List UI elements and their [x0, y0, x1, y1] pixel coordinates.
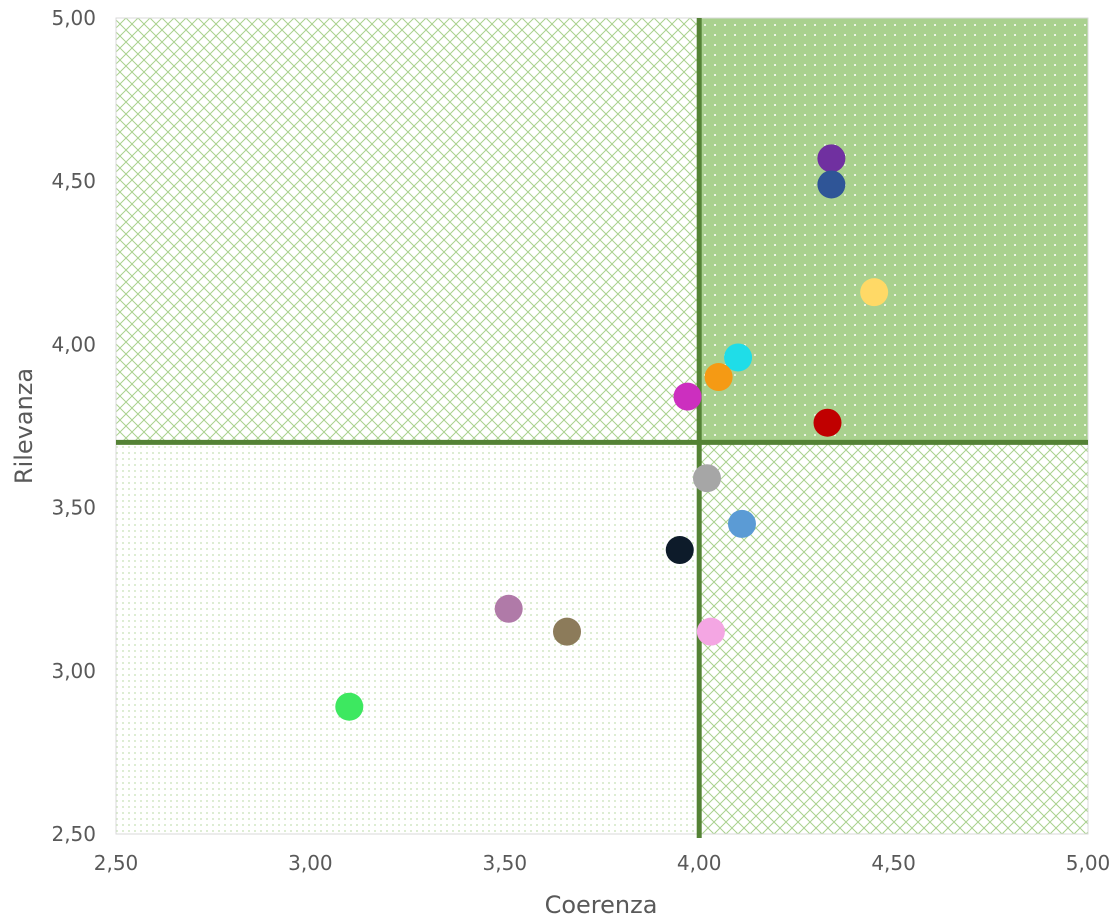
- data-point: [724, 343, 753, 372]
- y-tick-label: 5,00: [51, 6, 96, 30]
- data-points: [335, 144, 889, 721]
- x-tick-label: 5,00: [1066, 851, 1111, 875]
- data-point: [817, 170, 846, 199]
- x-axis-ticks: 2,50 3,00 3,50 4,00 4,50 5,00: [94, 851, 1111, 875]
- data-point: [696, 617, 725, 646]
- x-tick-label: 3,50: [483, 851, 528, 875]
- plot-border: [115, 17, 1089, 835]
- x-tick-label: 4,00: [677, 851, 722, 875]
- data-point: [335, 692, 364, 721]
- y-tick-label: 4,50: [51, 169, 96, 193]
- quadrant-top-right-dots: [699, 18, 1088, 443]
- y-tick-label: 2,50: [51, 822, 96, 846]
- y-tick-label: 4,00: [51, 332, 96, 356]
- plot-area: [115, 17, 1089, 835]
- data-point: [860, 278, 889, 307]
- y-tick-label: 3,50: [51, 496, 96, 520]
- x-tick-label: 4,50: [871, 851, 916, 875]
- x-tick-label: 2,50: [94, 851, 139, 875]
- data-point: [673, 382, 702, 411]
- quadrant-bottom-left: [116, 442, 700, 834]
- data-point: [553, 617, 582, 646]
- data-point: [665, 536, 694, 565]
- x-tick-label: 3,00: [288, 851, 333, 875]
- data-point: [727, 509, 756, 538]
- data-point: [817, 144, 846, 173]
- y-tick-label: 3,00: [51, 659, 96, 683]
- quadrant-top-left: [116, 18, 700, 443]
- data-point: [494, 594, 523, 623]
- y-axis-title: Rilevanza: [10, 368, 38, 484]
- data-point: [813, 408, 842, 437]
- data-point: [692, 464, 721, 493]
- quadrant-bottom-right: [699, 442, 1088, 834]
- x-axis-title: Coerenza: [545, 891, 658, 919]
- y-axis-ticks: 2,50 3,00 3,50 4,00 4,50 5,00: [51, 6, 96, 846]
- data-point: [704, 363, 733, 392]
